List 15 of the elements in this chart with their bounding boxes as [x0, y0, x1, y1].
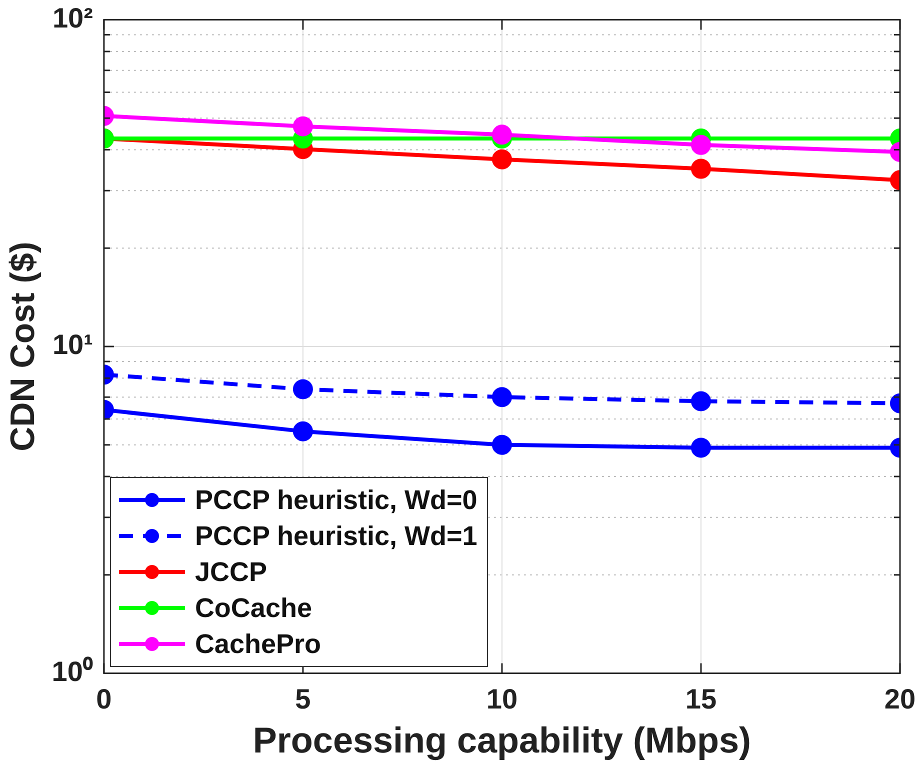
- legend-label: CoCache: [194, 592, 312, 624]
- x-tick-label: 5: [295, 684, 311, 715]
- y-tick-label: 10¹: [52, 329, 93, 360]
- x-tick-label: 0: [96, 684, 112, 715]
- x-tick-label: 20: [884, 684, 916, 715]
- legend-label: PCCP heuristic, Wd=1: [194, 520, 478, 552]
- x-tick-label: 10: [486, 684, 518, 715]
- legend-label: CachePro: [194, 628, 321, 660]
- x-axis-title: Processing capability (Mbps): [252, 719, 752, 760]
- x-tick-label: 15: [685, 684, 717, 715]
- y-axis-title: CDN Cost ($): [4, 242, 42, 452]
- y-tick-label: 10²: [52, 2, 93, 34]
- legend-label: PCCP heuristic, Wd=0: [194, 484, 478, 516]
- y-tick-label: 10⁰: [52, 656, 93, 687]
- legend-label: JCCP: [194, 556, 267, 588]
